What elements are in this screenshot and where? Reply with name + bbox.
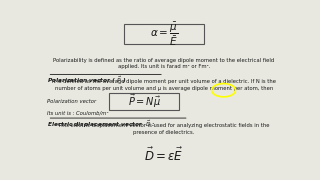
Text: Electric displacement vector  $\vec{D}$ :: Electric displacement vector $\vec{D}$ : xyxy=(47,119,156,130)
Text: $\vec{D} = \varepsilon \vec{E}$: $\vec{D} = \varepsilon \vec{E}$ xyxy=(144,147,184,164)
Text: $\vec{P} = N\vec{\mu}$: $\vec{P} = N\vec{\mu}$ xyxy=(128,93,161,110)
Text: Polarization vector ( $\vec{P}$ ): Polarization vector ( $\vec{P}$ ) xyxy=(47,75,127,86)
Text: $\alpha = \dfrac{\bar{\mu}}{\bar{E}}$: $\alpha = \dfrac{\bar{\mu}}{\bar{E}}$ xyxy=(150,20,178,48)
Text: This electric displacement vector is used for analyzing electrostatic fields in : This electric displacement vector is use… xyxy=(58,123,270,135)
FancyBboxPatch shape xyxy=(124,24,204,44)
Text: Polarizability is defined as the ratio of average dipole moment to the electrica: Polarizability is defined as the ratio o… xyxy=(53,58,275,69)
Text: Its unit is : Coulomb/m²: Its unit is : Coulomb/m² xyxy=(47,111,109,116)
Text: It is defined as the average dipole moment per unit volume of a dielectric. If N: It is defined as the average dipole mome… xyxy=(52,79,276,91)
FancyBboxPatch shape xyxy=(109,93,179,110)
Text: Polarization vector: Polarization vector xyxy=(47,98,97,104)
